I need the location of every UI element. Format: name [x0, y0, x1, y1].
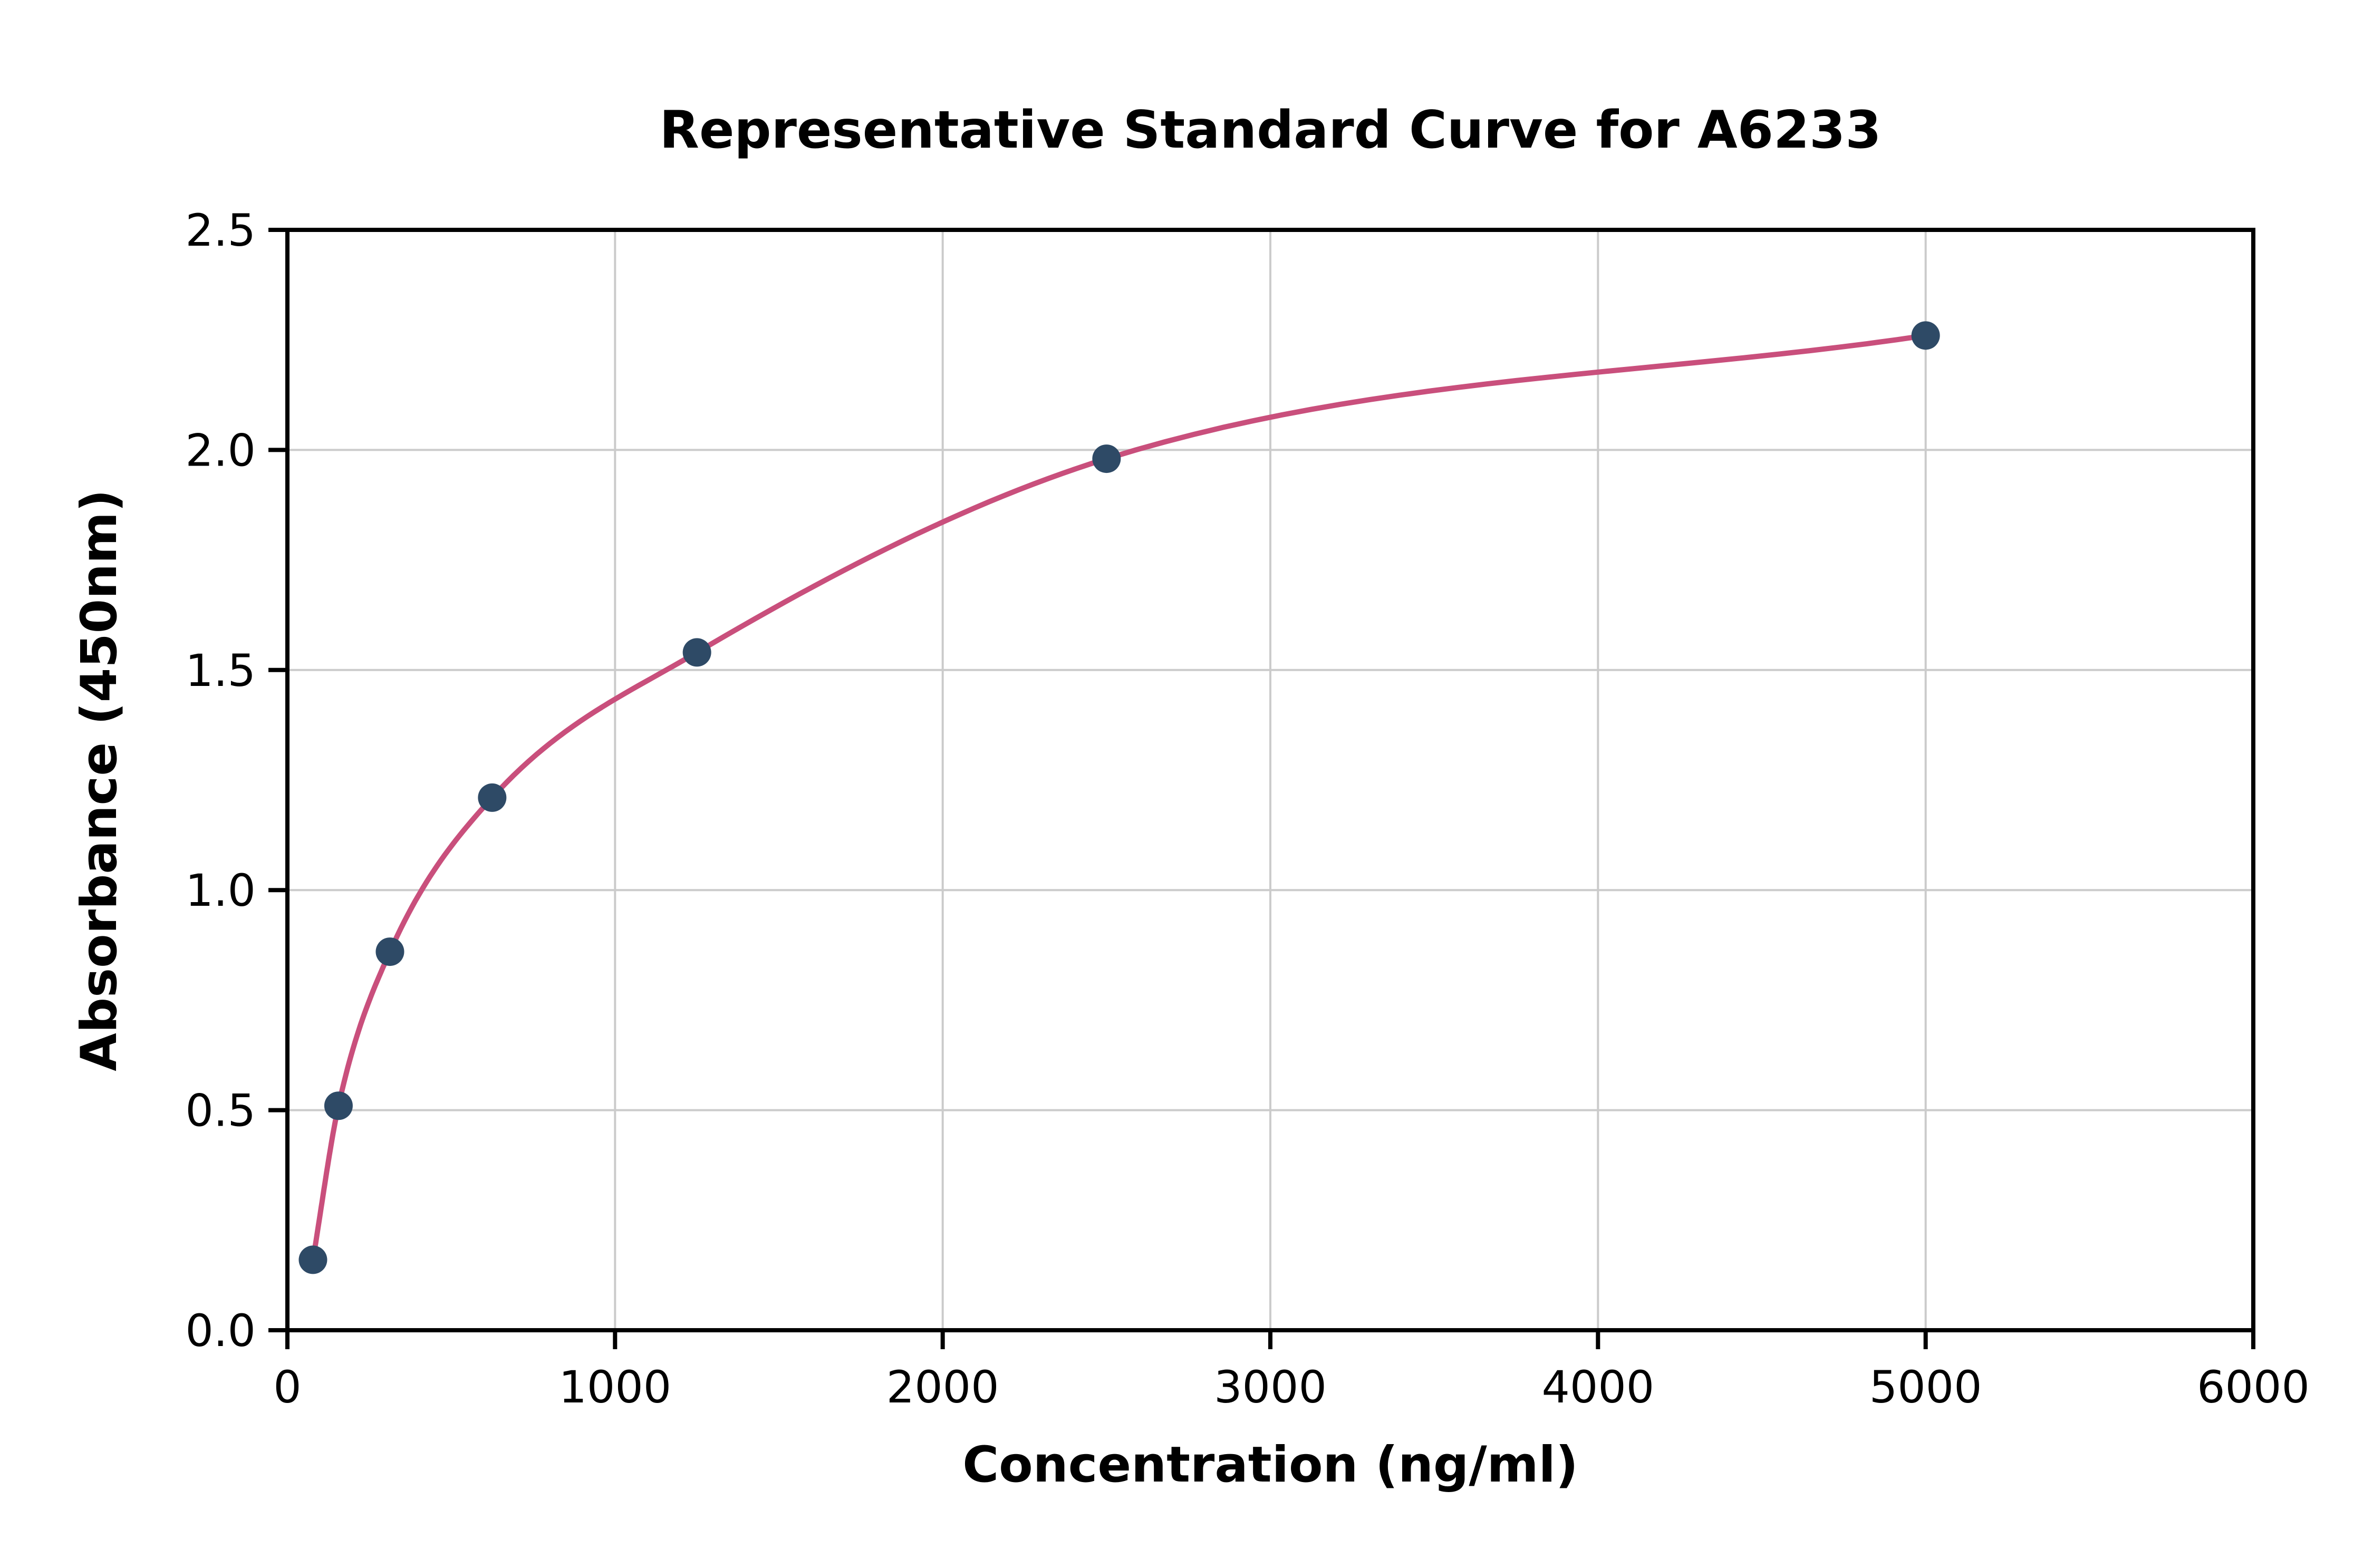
- y-tick-label: 0.0: [185, 1305, 256, 1357]
- data-point: [1092, 444, 1121, 473]
- data-point: [1911, 321, 1940, 350]
- data-point: [324, 1091, 353, 1120]
- x-tick-label: 2000: [886, 1361, 999, 1413]
- plot-layer: [298, 321, 1940, 1274]
- fitted-curve: [310, 333, 1928, 1263]
- data-point: [298, 1245, 327, 1274]
- x-tick-label: 3000: [1214, 1361, 1327, 1413]
- x-tick-label: 5000: [1869, 1361, 1982, 1413]
- chart-title: Representative Standard Curve for A6233: [659, 100, 1881, 160]
- y-tick-label: 2.0: [185, 424, 256, 476]
- x-tick-label: 6000: [2197, 1361, 2310, 1413]
- y-tick-label: 0.5: [185, 1085, 256, 1137]
- x-tick-label: 1000: [558, 1361, 671, 1413]
- data-point: [478, 783, 507, 812]
- x-tick-label: 0: [273, 1361, 301, 1413]
- data-point: [682, 638, 711, 667]
- y-tick-label: 2.5: [185, 205, 256, 256]
- y-tick-label: 1.5: [185, 645, 256, 696]
- y-tick-label: 1.0: [185, 865, 256, 916]
- data-point: [375, 937, 404, 966]
- x-tick-label: 4000: [1541, 1361, 1654, 1413]
- tick-layer: 0 1000 2000 3000 4000 5000 6000 0.0 0.5 1.0 1.5 2.0…: [185, 205, 2309, 1413]
- y-axis-label: Absorbance (450nm): [71, 489, 128, 1071]
- grid-layer: [286, 229, 2254, 1331]
- x-axis-label: Concentration (ng/ml): [962, 1436, 1578, 1494]
